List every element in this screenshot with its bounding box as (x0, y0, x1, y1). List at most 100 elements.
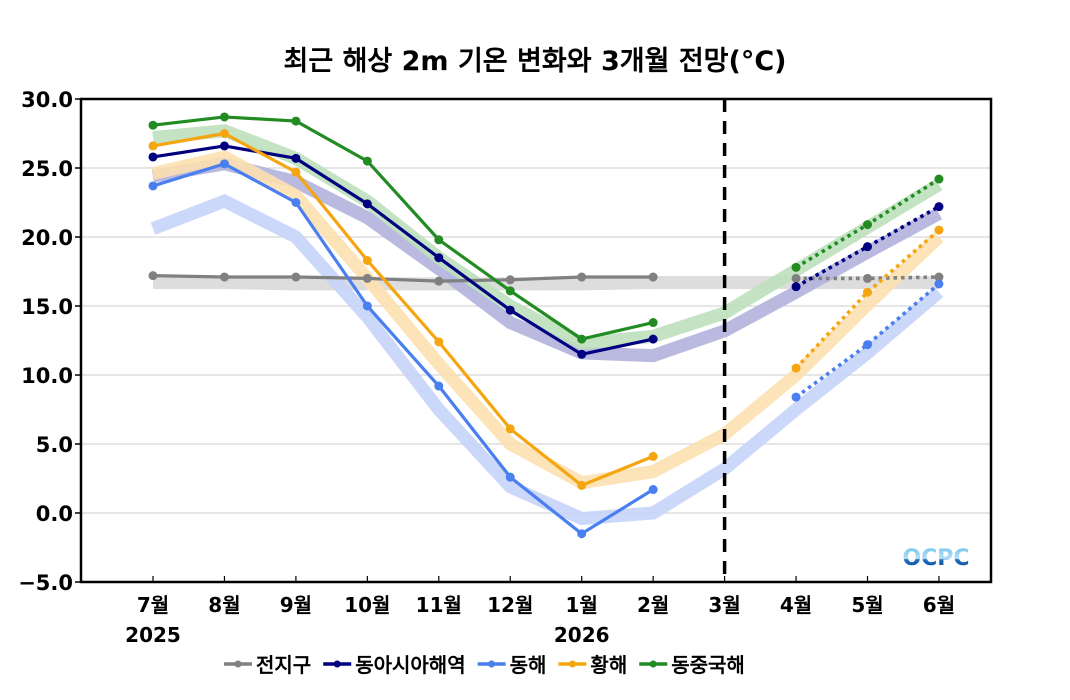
forecast-line (794, 228, 941, 370)
observed-point (219, 129, 229, 138)
forecast-line (795, 205, 940, 289)
observed-point (219, 159, 229, 169)
x-tick-label: 5월 (851, 593, 883, 617)
observed-point (291, 272, 301, 282)
forecast-line (794, 282, 941, 399)
y-tick-label: 0.0 (36, 502, 73, 526)
y-tick-label: 15.0 (21, 295, 73, 319)
forecast-point (863, 287, 872, 297)
observed-point (648, 318, 658, 328)
forecast-point (934, 279, 944, 289)
series-동아시아해역 (148, 141, 944, 359)
series-동중국해 (148, 112, 944, 344)
observed-point (434, 253, 444, 263)
forecast-point (863, 340, 872, 350)
legend-label: 동아시아해역 (355, 653, 465, 677)
climatology-band-동해 (150, 194, 944, 526)
observed-point (434, 235, 444, 245)
observed-point (434, 337, 444, 347)
observed-point (148, 152, 158, 162)
x-tick-label: 2월 (637, 593, 669, 617)
legend-item-동해: 동해 (477, 653, 547, 677)
observed-point (505, 472, 515, 482)
climatology-bands (150, 124, 944, 526)
series-황해 (148, 129, 944, 490)
climatology-band-동중국해 (152, 124, 943, 350)
observed-point (362, 255, 372, 265)
climatology-band-황해 (151, 150, 944, 490)
legend-marker (333, 660, 341, 668)
y-tick-label: 5.0 (36, 433, 73, 457)
x-tick-label: 10월 (344, 593, 390, 617)
x-tick-label: 3월 (708, 593, 740, 617)
forecast-point (791, 282, 801, 292)
forecast-point (934, 225, 944, 235)
observed-point (148, 120, 158, 130)
x-tick-label: 12월 (487, 593, 533, 617)
legend-item-황해: 황해 (558, 653, 627, 677)
legend-item-동아시아해역: 동아시아해역 (323, 653, 466, 677)
observed-point (291, 198, 301, 207)
forecast-point (934, 202, 944, 212)
y-axis: 30.0 25.0 20.0 15.0 10.0 5.0 0.0 −5.0 (18, 88, 81, 595)
chart-title: 최근 해상 2m 기온 변화와 3개월 전망(°C) (283, 46, 786, 77)
observed-point (577, 480, 587, 490)
observed-point (434, 381, 444, 391)
observed-point (219, 141, 229, 151)
legend-label: 황해 (590, 653, 627, 677)
observed-point (362, 273, 372, 283)
observed-line (152, 162, 654, 536)
forecast-point (791, 392, 801, 402)
observed-point (577, 349, 587, 359)
observed-line (152, 131, 654, 487)
observed-point (505, 286, 515, 296)
observed-point (434, 276, 444, 286)
observed-point (148, 271, 158, 281)
forecast-point (863, 273, 872, 283)
series-동해 (148, 159, 944, 539)
forecast-point (791, 262, 801, 272)
observed-point (648, 272, 658, 282)
legend-label: 동중국해 (671, 653, 745, 677)
observed-point (505, 305, 515, 315)
x-tick-label: 1월 (566, 593, 598, 617)
climatology-band-동아시아해역 (151, 157, 943, 363)
ocpc-logo: OCPC (902, 546, 969, 571)
legend-marker (234, 660, 242, 668)
series-lines (148, 112, 944, 539)
legend-marker (568, 660, 576, 668)
observed-line (152, 274, 654, 283)
forecast-point (791, 363, 801, 373)
legend-marker (649, 660, 657, 668)
forecast-line (796, 275, 939, 281)
x-year-label: 2025 (125, 623, 181, 647)
observed-point (362, 156, 372, 166)
x-axis: 7월 8월 9월 10월 11월 12월 1월 2월 3월 4월 5월 6월 2025 2026 (125, 576, 955, 647)
y-tick-label: 10.0 (21, 364, 73, 388)
observed-point (577, 529, 587, 539)
x-year-label: 2026 (554, 623, 610, 647)
observed-point (148, 141, 158, 151)
legend-label: 동해 (510, 653, 547, 677)
observed-point (505, 424, 515, 434)
observed-point (577, 272, 587, 282)
observed-point (362, 199, 372, 209)
observed-point (291, 153, 301, 163)
forecast-point (791, 273, 801, 283)
x-tick-label: 4월 (780, 593, 812, 617)
x-tick-label: 7월 (137, 593, 169, 617)
legend-item-동중국해: 동중국해 (639, 653, 745, 677)
observed-point (362, 301, 372, 311)
y-tick-label: 20.0 (21, 226, 73, 250)
forecast-point (863, 220, 872, 230)
x-tick-label: 8월 (208, 593, 240, 617)
legend: 전지구 동아시아해역 동해 황해 동중국해 (224, 653, 745, 677)
observed-point (291, 167, 301, 177)
x-tick-label: 11월 (416, 593, 462, 617)
x-tick-label: 9월 (280, 593, 312, 617)
x-tick-label: 6월 (923, 593, 955, 617)
observed-point (648, 451, 658, 461)
observed-point (648, 485, 658, 495)
observed-point (648, 334, 658, 344)
legend-marker (488, 660, 496, 668)
